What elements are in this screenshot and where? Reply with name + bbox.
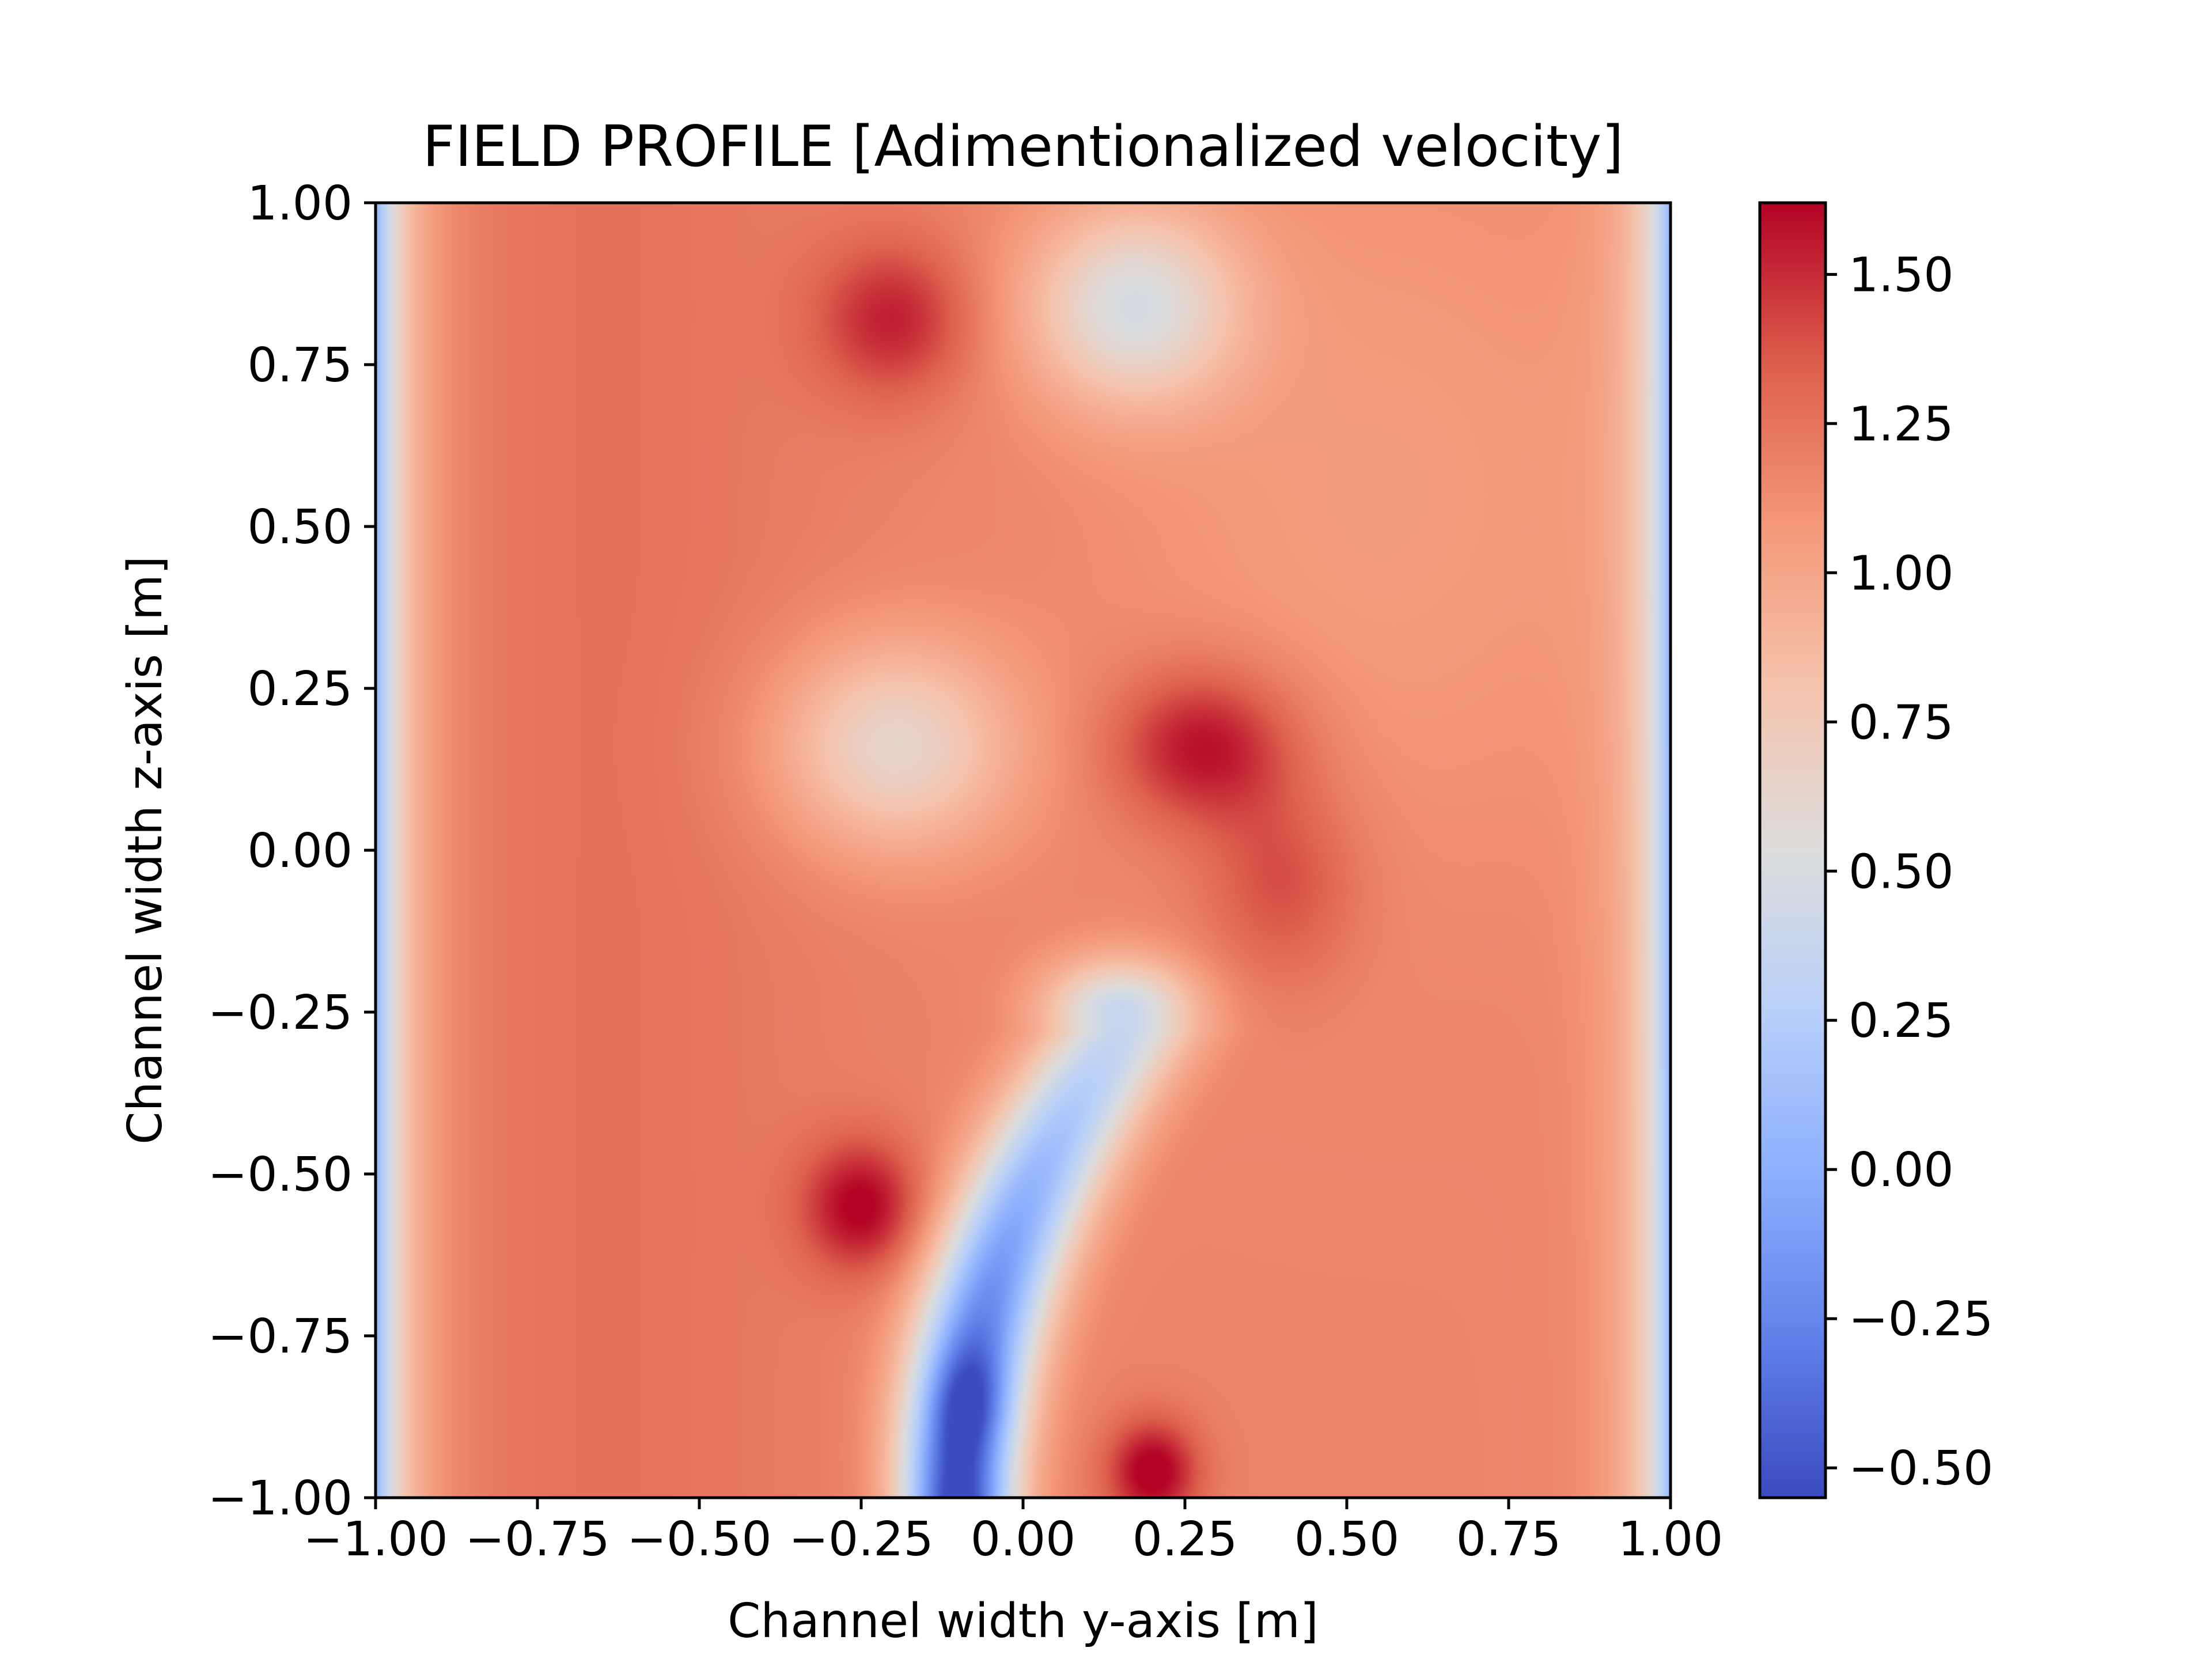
colorbar-tick-label: 0.50 [1849, 844, 1954, 899]
colorbar-tick-label: 0.75 [1849, 695, 1954, 750]
x-tick-label: −1.00 [303, 1512, 448, 1567]
x-tick-label: 0.75 [1456, 1512, 1562, 1567]
x-tick-label: 0.00 [971, 1512, 1076, 1567]
y-tick-label: 0.00 [247, 824, 353, 878]
y-tick-label: −0.75 [208, 1309, 353, 1364]
x-tick-label: −0.75 [465, 1512, 609, 1567]
y-tick-label: −0.25 [208, 986, 353, 1040]
x-tick-label: −0.50 [627, 1512, 771, 1567]
y-tick-label: 0.25 [247, 662, 353, 717]
colorbar-tick-label: 1.25 [1849, 397, 1954, 452]
colorbar-tick-label: 1.00 [1849, 546, 1954, 601]
x-axis-ticks: −1.00 −0.75 −0.50 −0.25 0.00 0.25 0.50 0.75 1.00 [303, 1498, 1723, 1567]
x-tick-label: 1.00 [1618, 1512, 1724, 1567]
y-tick-label: 0.50 [247, 500, 353, 555]
colorbar-tick-label: 1.50 [1849, 248, 1954, 302]
chart-title: FIELD PROFILE [Adimentionalized velocity… [422, 114, 1623, 180]
y-tick-label: −0.50 [208, 1147, 353, 1202]
y-tick-label: 1.00 [247, 176, 353, 231]
x-tick-label: −0.25 [789, 1512, 933, 1567]
colorbar-frame [1758, 201, 1827, 1499]
colorbar-ticks: −0.50 −0.25 0.00 0.25 0.50 0.75 1.00 1.25 1.50 [1825, 248, 1993, 1496]
x-tick-label: 0.50 [1294, 1512, 1400, 1567]
y-axis-label: Channel width z-axis [m] [118, 556, 173, 1145]
y-tick-label: 0.75 [247, 338, 353, 393]
x-tick-label: 0.25 [1132, 1512, 1238, 1567]
colorbar-tick-label: 0.25 [1849, 994, 1954, 1048]
colorbar-gradient [1760, 203, 1825, 1498]
colorbar-tick-label: −0.50 [1849, 1441, 1993, 1496]
colorbar-tick-label: 0.00 [1849, 1143, 1954, 1198]
y-tick-label: −1.00 [208, 1471, 353, 1526]
heatmap-image [376, 203, 1671, 1498]
y-axis-ticks: −1.00 −0.75 −0.50 −0.25 0.00 0.25 0.50 0.75 1.00 [208, 176, 376, 1526]
x-axis-label: Channel width y-axis [m] [728, 1594, 1319, 1649]
plot-area [374, 201, 1672, 1499]
colorbar-tick-label: −0.25 [1849, 1292, 1993, 1347]
colorbar: −0.50 −0.25 0.00 0.25 0.50 0.75 1.00 1.25 1.50 [1758, 201, 1993, 1499]
